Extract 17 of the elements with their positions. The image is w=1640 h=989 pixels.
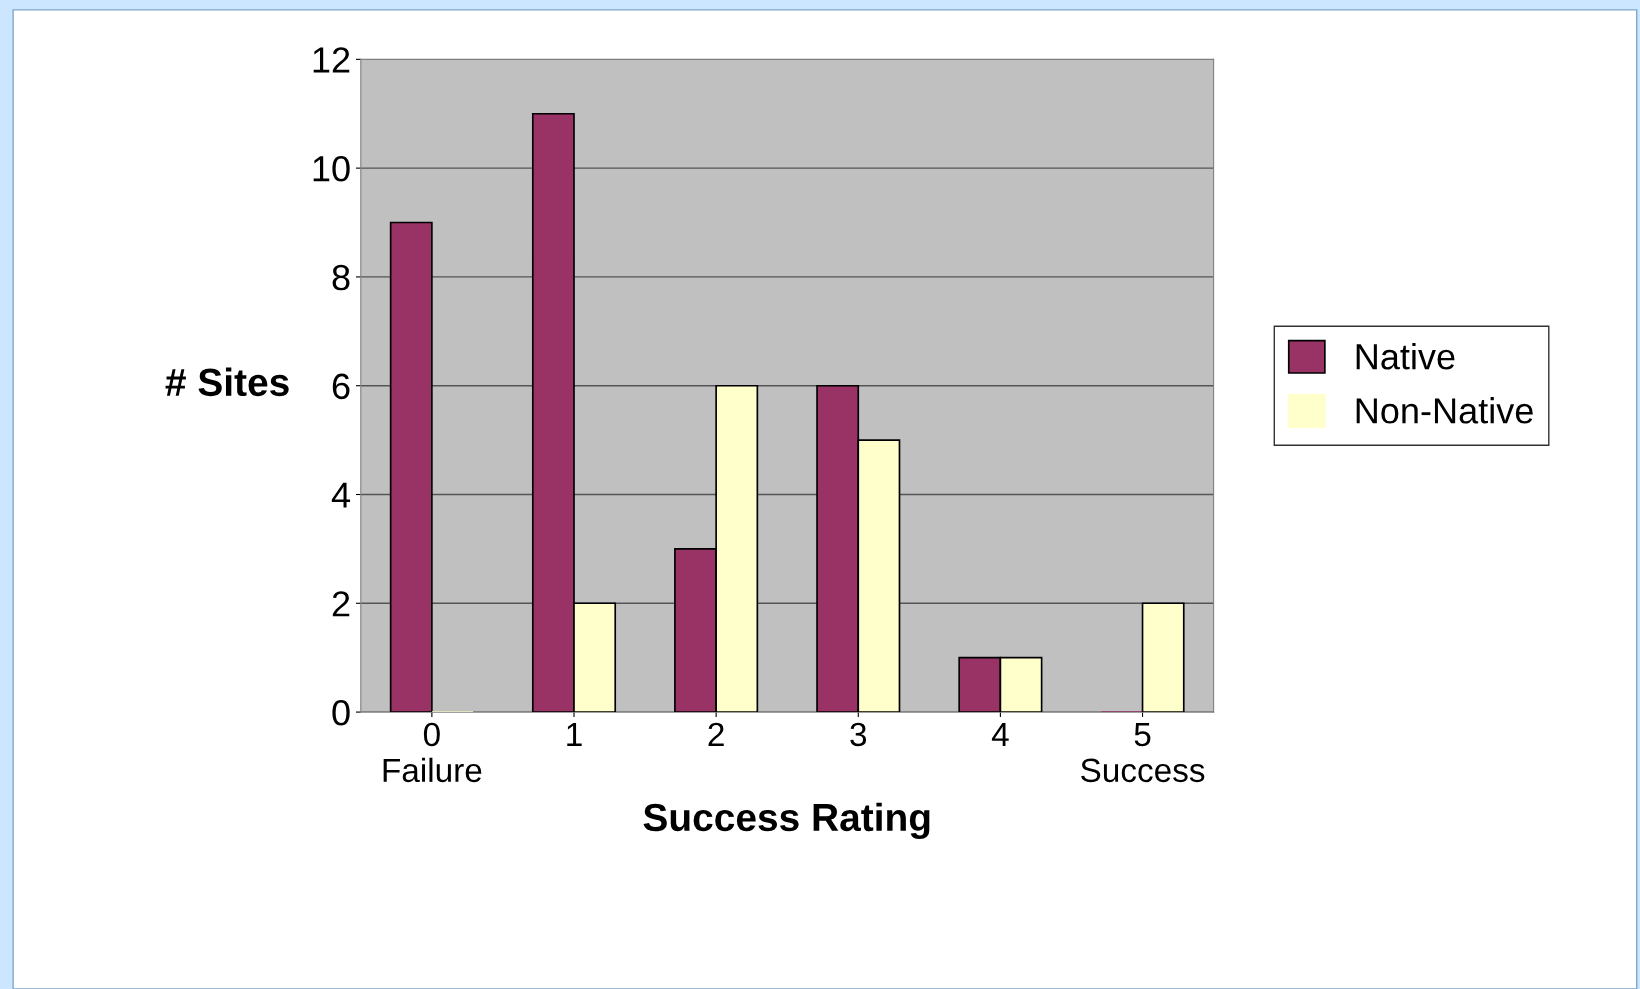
x-tick-label: 4	[991, 723, 1009, 746]
y-tick-label: 6	[332, 373, 350, 400]
x-tick-label: 5 Success	[1081, 723, 1205, 783]
x-tick-label: 1	[567, 723, 582, 746]
y-tick-label: 4	[331, 482, 351, 508]
x-axis-title: Success Rating	[643, 802, 930, 840]
y-tick-label: 2	[332, 591, 350, 617]
y-axis-title: # Sites	[165, 367, 289, 397]
legend-label: Native	[1356, 343, 1455, 370]
y-tick-label: 10	[313, 156, 350, 182]
x-tick-label: 2	[708, 722, 724, 746]
y-tick-label: 12	[313, 47, 350, 73]
x-tick-label: 3	[850, 722, 867, 747]
legend-label: Non-Native	[1356, 397, 1533, 424]
x-tick-label: 0 Failure	[383, 722, 482, 783]
y-tick-label: 8	[332, 264, 350, 291]
y-tick-label: 0	[332, 699, 350, 726]
